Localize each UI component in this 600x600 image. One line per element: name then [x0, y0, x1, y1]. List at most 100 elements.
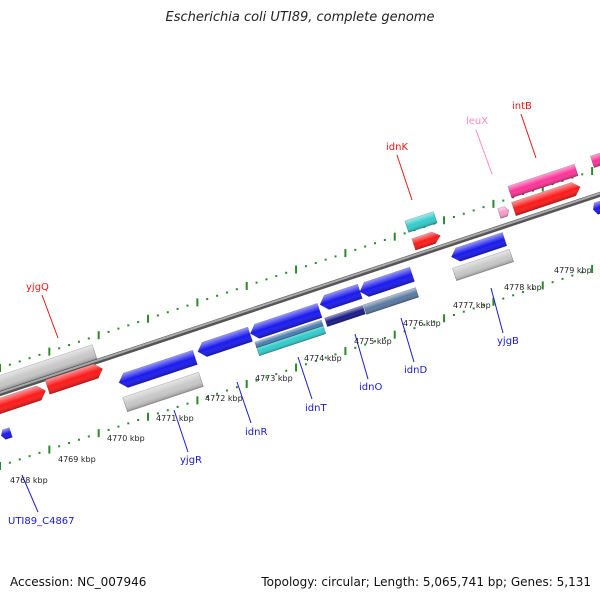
scale-labels: 4768 kbp 4769 kbp 4770 kbp 4771 kbp 4772…	[10, 266, 592, 485]
tick-mark	[48, 347, 51, 356]
tick-mark	[77, 438, 80, 441]
tick-mark	[196, 298, 199, 307]
tick-mark	[482, 304, 485, 307]
tick-mark	[166, 311, 169, 314]
tick-mark	[472, 307, 475, 310]
feature-yjgQ	[44, 363, 103, 395]
tick-mark	[156, 314, 159, 317]
gene-label-idnO: idnO	[359, 382, 382, 393]
tick-mark	[245, 281, 248, 290]
tick-mark	[186, 402, 189, 405]
tick-mark	[364, 245, 367, 248]
feature-idnK-cds	[411, 231, 441, 251]
tick-mark	[541, 183, 544, 192]
tick-mark	[423, 323, 426, 326]
tick-mark	[38, 353, 41, 356]
tick-mark	[8, 461, 11, 464]
feature-idnT	[249, 302, 323, 339]
feature-forward-left	[0, 385, 46, 417]
gene-label-idnR: idnR	[245, 427, 267, 438]
feature-idnR	[197, 326, 253, 357]
tick-mark	[206, 298, 209, 301]
tick-mark	[452, 313, 455, 316]
scale-label-4779: 4779 kbp	[554, 266, 592, 275]
callout-leuX	[475, 129, 493, 175]
callout-idnK	[396, 154, 413, 201]
tick-mark	[0, 462, 1, 470]
tick-mark	[383, 336, 386, 339]
tick-mark	[28, 357, 31, 360]
callout-yjgB	[490, 287, 504, 334]
tick-mark	[531, 287, 534, 290]
tick-mark	[68, 344, 71, 347]
callout-idnO	[354, 333, 369, 380]
feature-idnK	[404, 211, 438, 233]
feature-idnD-stripe	[362, 287, 420, 315]
tick-mark	[571, 274, 574, 277]
tick-mark	[462, 310, 465, 313]
gene-callouts	[21, 113, 537, 513]
callout-yjgR	[173, 409, 189, 453]
feature-pseudo-yjgB	[452, 248, 514, 282]
tick-mark	[18, 360, 21, 363]
tick-mark	[38, 451, 41, 454]
scale-label-4770: 4770 kbp	[107, 434, 145, 443]
feature-track	[0, 152, 600, 440]
tick-mark	[255, 379, 258, 382]
scale-label-4775: 4775 kbp	[354, 337, 392, 346]
callout-idnT	[297, 356, 313, 400]
feature-pseudo-left	[0, 344, 98, 396]
scale-label-4776: 4776 kbp	[403, 319, 441, 328]
feature-yjgR	[118, 349, 198, 388]
tick-mark	[512, 294, 515, 297]
tick-mark	[433, 320, 436, 323]
tick-mark	[522, 193, 525, 196]
tick-mark	[117, 327, 120, 330]
scale-label-4778: 4778 kbp	[504, 283, 542, 292]
tick-mark	[0, 364, 1, 372]
tick-mark	[235, 288, 238, 291]
callout-yjgQ	[41, 294, 59, 339]
callout-idnD	[400, 317, 415, 363]
tick-mark	[275, 373, 278, 376]
tick-mark	[512, 196, 515, 199]
tick-mark	[354, 346, 357, 349]
tick-mark	[147, 412, 150, 421]
gene-label-yjgB: yjgB	[497, 336, 519, 347]
tick-mark	[492, 297, 495, 306]
genome-summary: Topology: circular; Length: 5,065,741 bp…	[261, 575, 591, 589]
tick-mark	[107, 428, 110, 431]
tick-mark	[265, 278, 268, 281]
tick-mark	[216, 392, 219, 395]
tick-mark	[492, 199, 495, 208]
tick-mark	[265, 376, 268, 379]
tick-mark	[107, 330, 110, 333]
tick-mark	[137, 419, 140, 422]
tick-mark	[344, 249, 347, 258]
feature-idnD	[359, 266, 415, 297]
tick-mark	[87, 435, 90, 438]
upper-ruler	[0, 167, 594, 372]
tick-mark	[373, 340, 376, 343]
tick-mark	[413, 327, 416, 330]
feature-pseudo-yjgR	[122, 371, 204, 413]
tick-mark	[334, 255, 337, 258]
gene-label-idnT: idnT	[305, 403, 327, 414]
feature-right-edge	[590, 152, 600, 168]
tick-mark	[462, 212, 465, 215]
map-title: Escherichia coli UTI89, complete genome	[165, 10, 435, 25]
gene-label-yjgQ: yjgQ	[26, 282, 49, 293]
tick-mark	[472, 209, 475, 212]
feature-idnO-dark	[324, 305, 366, 327]
gene-label-idnK: idnK	[386, 142, 408, 153]
tick-mark	[225, 291, 228, 294]
lower-ruler	[0, 265, 594, 470]
tick-mark	[324, 356, 327, 359]
tick-mark	[206, 396, 209, 399]
tick-mark	[541, 281, 544, 290]
tick-mark	[127, 422, 130, 425]
tick-mark	[295, 265, 298, 274]
callout-UTI89_C4867	[21, 474, 39, 513]
callout-intB	[520, 113, 537, 159]
